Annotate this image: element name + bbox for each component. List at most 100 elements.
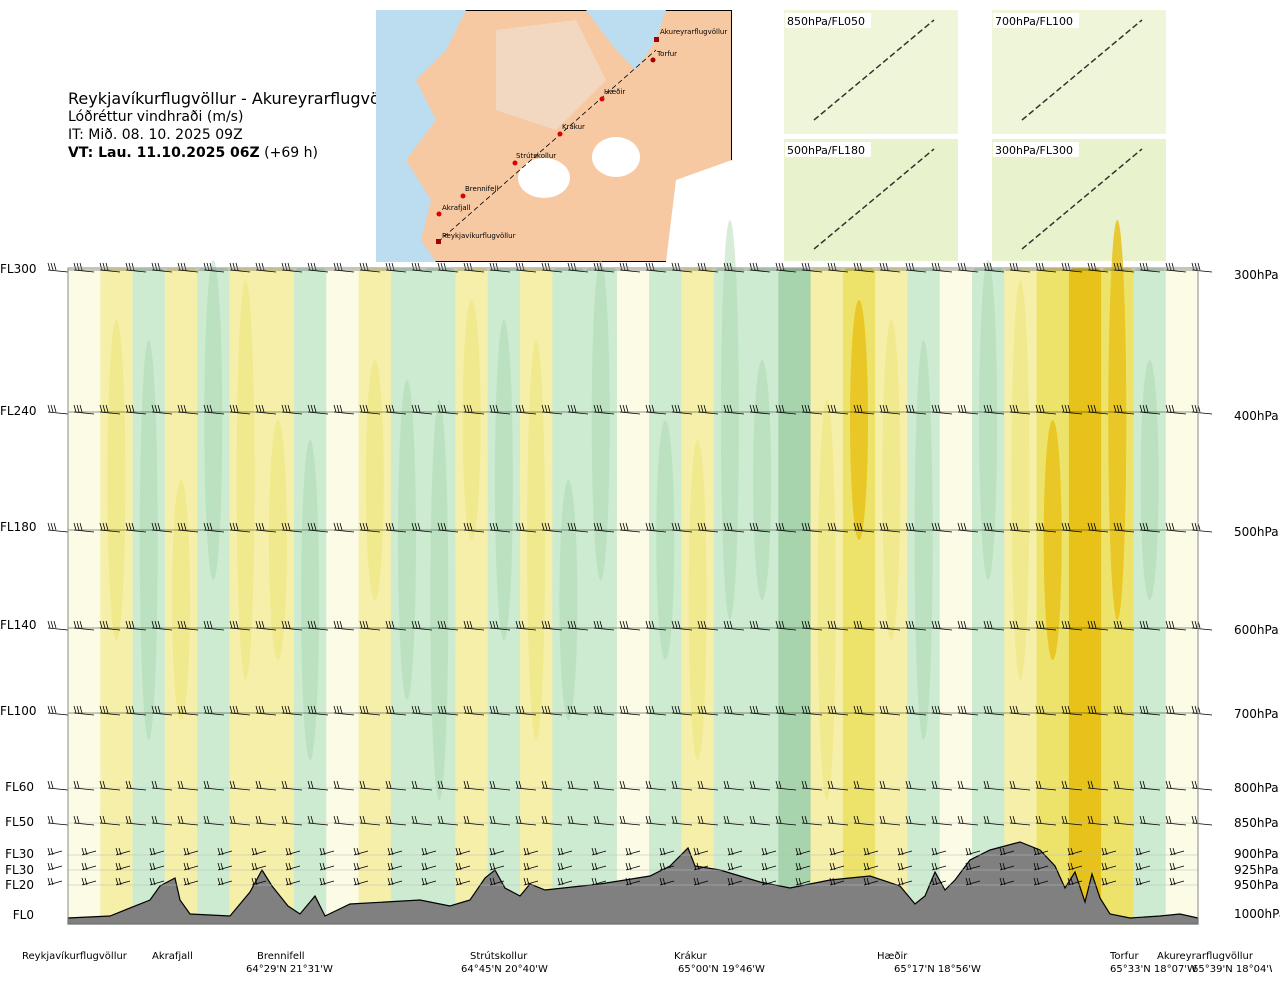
wind-barb [749, 705, 771, 716]
initial-time: IT: Mið. 08. 10. 2025 09Z [68, 127, 243, 143]
wind-barb [619, 705, 641, 716]
wind-barb [853, 780, 875, 791]
wind-barb [489, 877, 505, 886]
wind-barb [897, 877, 913, 886]
wind-barb [983, 780, 1005, 791]
wind-barb [319, 862, 335, 871]
map-highland [496, 20, 606, 130]
waypoint-torfur: Torfur [1110, 951, 1139, 962]
wind-barb [1035, 780, 1057, 791]
wind-barb [455, 847, 471, 856]
wind-barb [723, 815, 745, 826]
wind-barb [1169, 862, 1185, 871]
thumbnail-500hpa[interactable]: 500hPa/FL180 [784, 139, 958, 261]
wind-barb [177, 404, 199, 415]
wind-barb [693, 847, 709, 856]
field-core [172, 480, 190, 720]
wind-barb [645, 522, 667, 533]
wind-barb [931, 705, 953, 716]
wind-barb [151, 780, 173, 791]
wind-barb [931, 620, 953, 631]
thumbnail-label: 850hPa/FL050 [787, 15, 865, 28]
wind-barb [931, 847, 947, 856]
variable-subtitle: Lóðréttur vindhraði (m/s) [68, 109, 244, 125]
wind-barb [333, 522, 355, 533]
wind-barb [255, 262, 277, 273]
wind-barb [983, 705, 1005, 716]
wind-barb [281, 262, 303, 273]
wind-barb [905, 262, 927, 273]
level-label-left: FL60 [5, 780, 34, 794]
wind-barb [1033, 847, 1049, 856]
wind-barb [463, 404, 485, 415]
wind-barb [281, 404, 303, 415]
wind-barb [125, 705, 147, 716]
wind-barb [619, 780, 641, 791]
wind-barb [853, 262, 875, 273]
wind-barb [645, 815, 667, 826]
wind-barb [437, 620, 459, 631]
wind-barb [217, 847, 233, 856]
wind-barb [593, 705, 615, 716]
field-core [591, 260, 610, 580]
field-column [584, 268, 618, 924]
wind-barb [1135, 847, 1151, 856]
wind-barb [625, 877, 641, 886]
wind-barb [795, 862, 811, 871]
wind-barb [853, 522, 875, 533]
wind-barb [333, 404, 355, 415]
wind-barb [1165, 705, 1187, 716]
thumbnail-300hpa[interactable]: 300hPa/FL300 [992, 139, 1166, 261]
wind-barb [863, 847, 879, 856]
map-waypoint-marker [650, 57, 656, 63]
wind-barb [149, 847, 165, 856]
level-label-right: 800hPa [1234, 781, 1279, 795]
map-sea-north [586, 10, 666, 70]
level-label-right: 300hPa [1234, 268, 1279, 282]
wind-barb [333, 705, 355, 716]
thumbnail-700hpa[interactable]: 700hPa/FL100 [992, 10, 1166, 134]
wind-barb [255, 620, 277, 631]
wind-barb [827, 262, 849, 273]
field-column [197, 268, 230, 924]
wind-barb [827, 522, 849, 533]
wind-barb [1139, 780, 1161, 791]
wind-barb [693, 862, 709, 871]
map-waypoint-marker [512, 160, 518, 166]
wind-barb [931, 522, 953, 533]
wind-barb [359, 705, 381, 716]
wind-barb [73, 620, 95, 631]
wind-barb [125, 620, 147, 631]
thumbnail-850hpa[interactable]: 850hPa/FL050 [784, 10, 958, 134]
wind-barb [255, 705, 277, 716]
wind-barb [645, 705, 667, 716]
wind-barb [1101, 877, 1117, 886]
wind-barb [353, 877, 369, 886]
wind-barb [619, 620, 641, 631]
wind-barb [333, 262, 355, 273]
wind-barb [905, 705, 927, 716]
wind-barb [905, 522, 927, 533]
waypoint-reykjavik: Reykjavíkurflugvöllur [22, 951, 127, 962]
level-label-left: FL30 [5, 863, 34, 877]
wind-barb [255, 522, 277, 533]
wind-barb [931, 780, 953, 791]
field-core [656, 420, 675, 660]
wind-barb [229, 404, 251, 415]
level-label-left: FL50 [5, 815, 34, 829]
wind-barb [1009, 620, 1031, 631]
wind-barb [47, 705, 69, 716]
route-title: Reykjavíkurflugvöllur - Akureyrarflugvöl… [68, 89, 406, 108]
wind-barb [203, 262, 225, 273]
wind-barb [281, 815, 303, 826]
wind-barb [1087, 780, 1109, 791]
wind-barb [1061, 815, 1083, 826]
wind-barb [1061, 262, 1083, 273]
field-core [720, 220, 739, 620]
wind-barb [761, 862, 777, 871]
level-label-left: FL300 [0, 262, 37, 276]
wind-barb [1191, 705, 1213, 716]
wind-barb [723, 404, 745, 415]
field-column [358, 268, 392, 924]
wind-barb [659, 847, 675, 856]
